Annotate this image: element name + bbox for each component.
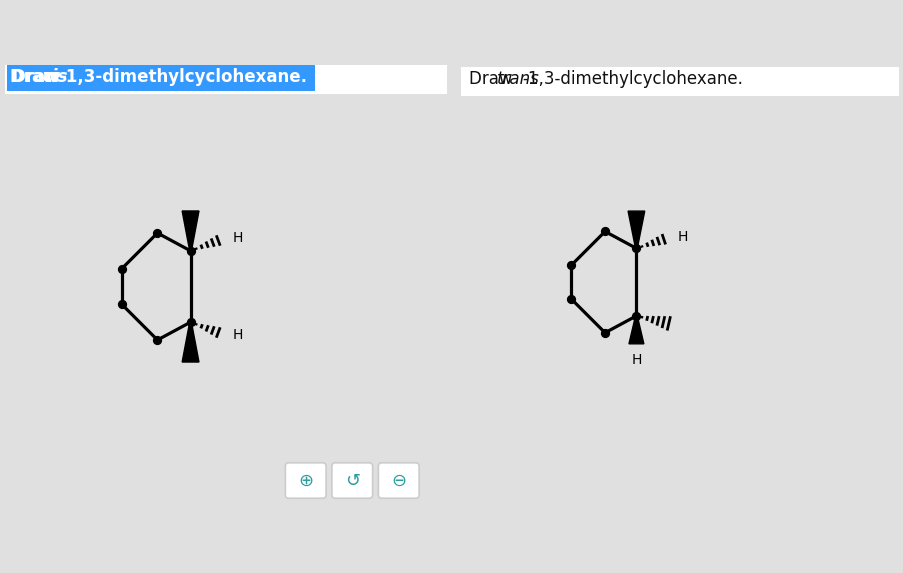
Text: H: H	[677, 230, 688, 244]
FancyBboxPatch shape	[285, 463, 326, 499]
Polygon shape	[628, 211, 644, 248]
Point	[628, 244, 643, 253]
Point	[183, 317, 198, 327]
Text: H: H	[232, 230, 243, 245]
Text: -1,3-dimethylcyclohexane.: -1,3-dimethylcyclohexane.	[59, 68, 307, 86]
Text: trans: trans	[497, 70, 540, 88]
Text: Draw: Draw	[469, 70, 517, 88]
Point	[183, 246, 198, 256]
FancyBboxPatch shape	[378, 463, 419, 499]
Bar	[5, 58, 447, 94]
Text: -1,3-dimethylcyclohexane.: -1,3-dimethylcyclohexane.	[521, 70, 742, 88]
Point	[115, 300, 129, 309]
Point	[597, 227, 611, 236]
FancyBboxPatch shape	[331, 463, 372, 499]
Point	[628, 311, 643, 320]
Point	[150, 335, 164, 344]
Point	[563, 295, 578, 304]
Text: Draw: Draw	[10, 68, 64, 86]
Bar	[6, 63, 314, 91]
Point	[563, 261, 578, 270]
Text: ↺: ↺	[344, 472, 359, 489]
Polygon shape	[182, 322, 199, 362]
Text: Draw: Draw	[13, 68, 67, 86]
Polygon shape	[628, 316, 643, 344]
Text: ⊖: ⊖	[391, 472, 405, 489]
Point	[597, 328, 611, 337]
Text: ⊕: ⊕	[298, 472, 313, 489]
Bar	[461, 61, 898, 96]
Point	[150, 229, 164, 238]
Text: H: H	[232, 328, 243, 343]
Polygon shape	[182, 211, 199, 251]
Text: cis: cis	[42, 68, 68, 86]
Point	[115, 264, 129, 273]
Text: H: H	[630, 354, 641, 367]
